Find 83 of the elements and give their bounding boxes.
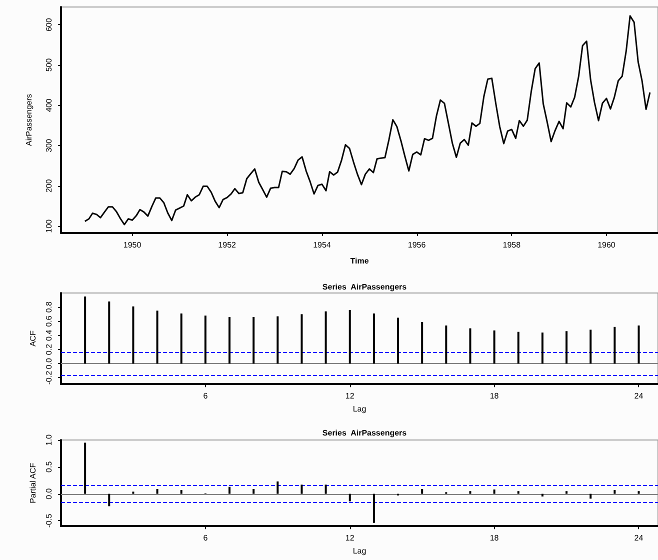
bar bbox=[614, 490, 616, 494]
bar bbox=[300, 484, 303, 494]
x-tick-label: 12 bbox=[345, 534, 355, 543]
bar bbox=[108, 301, 110, 364]
x-axis-title: Lag bbox=[352, 404, 366, 414]
x-tick-label: 1960 bbox=[598, 240, 616, 250]
bar bbox=[228, 486, 231, 494]
bar bbox=[132, 306, 134, 364]
chart-title: Series AirPassengers bbox=[322, 282, 408, 292]
bar bbox=[469, 328, 472, 364]
bar bbox=[372, 313, 375, 364]
x-tick-label: 24 bbox=[634, 534, 644, 543]
bar bbox=[300, 314, 303, 364]
x-tick-label: 18 bbox=[490, 534, 500, 543]
y-tick-label: 400 bbox=[44, 98, 54, 112]
bar bbox=[421, 488, 424, 494]
y-tick-label: 0.5 bbox=[44, 460, 54, 472]
y-tick-label: 600 bbox=[44, 18, 54, 32]
x-tick-label: 12 bbox=[345, 392, 355, 401]
y-tick-label: -0.2 bbox=[44, 370, 54, 385]
bar bbox=[156, 488, 158, 494]
bar bbox=[541, 332, 544, 364]
bar bbox=[348, 494, 351, 502]
y-tick-label: 0.0 bbox=[44, 358, 54, 370]
bar bbox=[445, 325, 448, 364]
y-axis-title: ACF bbox=[28, 330, 38, 347]
x-tick-label: 18 bbox=[490, 392, 500, 401]
x-tick-label: 1950 bbox=[123, 240, 142, 250]
bar bbox=[517, 332, 520, 364]
bar bbox=[156, 310, 158, 364]
bar bbox=[276, 481, 279, 494]
x-tick-label: 1956 bbox=[408, 240, 426, 250]
bar bbox=[614, 326, 616, 364]
bar bbox=[228, 317, 231, 364]
bar bbox=[541, 494, 544, 497]
bar bbox=[493, 490, 496, 494]
x-tick-label: 24 bbox=[634, 392, 644, 401]
line-series bbox=[84, 15, 651, 226]
y-tick-label: 500 bbox=[44, 58, 54, 72]
bar bbox=[469, 491, 472, 494]
bar bbox=[84, 296, 86, 364]
x-tick-label: 1952 bbox=[218, 240, 237, 250]
y-tick-label: 1.0 bbox=[44, 434, 54, 446]
y-tick-label: 300 bbox=[44, 138, 54, 152]
x-tick-label: 6 bbox=[203, 534, 208, 543]
bar bbox=[397, 318, 400, 364]
y-tick-label: 200 bbox=[44, 178, 54, 193]
chart-title: Series AirPassengers bbox=[322, 428, 408, 438]
bar bbox=[180, 490, 182, 494]
bar bbox=[324, 484, 327, 494]
y-tick-label: 0.6 bbox=[44, 315, 54, 327]
y-tick-label: 0.0 bbox=[44, 488, 54, 500]
x-tick-label: 1954 bbox=[313, 240, 332, 250]
bar bbox=[638, 325, 640, 364]
y-tick-label: 0.4 bbox=[44, 329, 54, 341]
bar bbox=[590, 330, 592, 364]
y-tick-label: 100 bbox=[44, 218, 54, 233]
y-axis-title: AirPassengers bbox=[24, 94, 34, 146]
y-tick-label: 0.2 bbox=[44, 343, 54, 356]
bar bbox=[590, 494, 592, 499]
bar bbox=[372, 494, 375, 523]
bar bbox=[566, 331, 568, 364]
x-axis-title: Lag bbox=[352, 546, 366, 556]
x-tick-label: 6 bbox=[203, 392, 208, 401]
y-axis-title: Partial ACF bbox=[28, 462, 38, 504]
y-tick-label: 0.8 bbox=[44, 301, 54, 313]
x-tick-label: 1958 bbox=[502, 240, 522, 250]
bar bbox=[180, 313, 182, 364]
bar bbox=[204, 316, 206, 364]
bar bbox=[517, 491, 520, 494]
x-axis-title: Time bbox=[350, 256, 370, 266]
bar bbox=[84, 442, 86, 494]
bar bbox=[252, 317, 255, 364]
y-tick-label: -0.5 bbox=[44, 513, 54, 528]
bar bbox=[252, 488, 255, 494]
bar bbox=[638, 491, 640, 494]
bar bbox=[108, 494, 110, 506]
bar bbox=[566, 491, 568, 494]
bar bbox=[421, 322, 424, 364]
bar bbox=[324, 311, 327, 364]
bar bbox=[493, 330, 496, 364]
bar bbox=[348, 310, 351, 364]
bar bbox=[276, 316, 279, 364]
